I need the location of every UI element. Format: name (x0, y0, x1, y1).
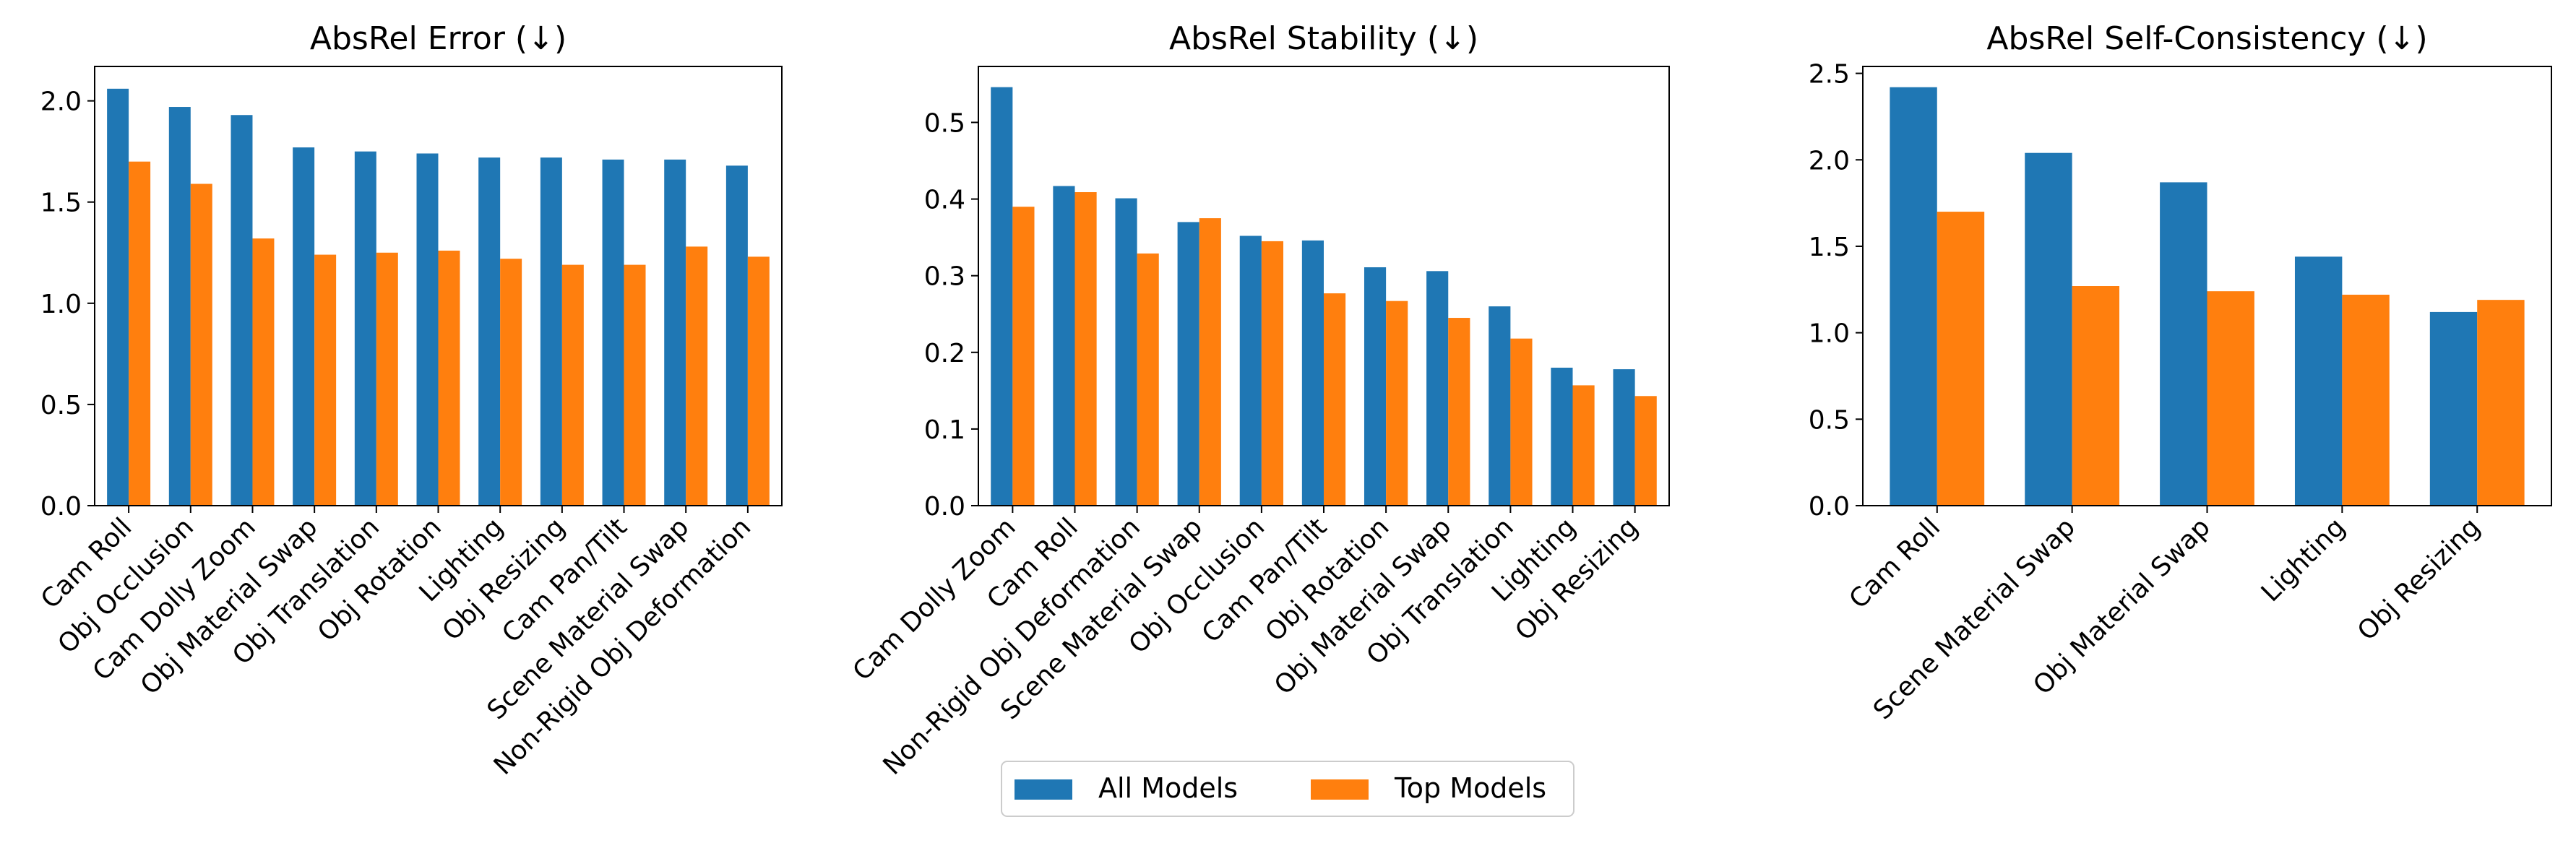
bar-all-models (168, 107, 191, 506)
y-tick-label: 0.1 (924, 415, 965, 445)
bar-all-models (2160, 182, 2207, 506)
plot-frame (1862, 66, 2552, 506)
y-tick-label: 0.5 (924, 108, 965, 138)
bar-top-models (1261, 241, 1284, 506)
bar-top-models (1448, 318, 1470, 506)
legend-frame (1001, 761, 1575, 817)
chart-title: AbsRel Self-Consistency (↓) (1986, 20, 2427, 57)
bar-all-models (1890, 87, 1937, 506)
bar-all-models (1115, 198, 1137, 506)
x-tick-label: Lighting (2256, 512, 2351, 608)
bar-top-models (1137, 253, 1159, 506)
bar-top-models (1572, 385, 1595, 506)
x-tick-label: Non-Rigid Obj Deformation (877, 512, 1146, 781)
y-tick-label: 2.5 (1809, 60, 1850, 90)
bar-all-models (991, 87, 1013, 506)
bar-top-models (190, 183, 212, 506)
bar-all-models (1053, 186, 1075, 506)
y-tick-label: 0.5 (1809, 405, 1850, 435)
bar-top-models (1074, 192, 1097, 506)
bar-all-models (1426, 271, 1449, 506)
bar-top-models (624, 264, 646, 506)
legend-swatch-all-models (1015, 779, 1072, 800)
bar-top-models (438, 250, 460, 506)
bar-all-models (1239, 235, 1262, 506)
bar-top-models (1634, 396, 1657, 506)
bar-all-models (416, 153, 439, 506)
bar-top-models (1510, 338, 1533, 506)
y-tick-label: 0.5 (40, 391, 82, 420)
legend: All Models Top Models (1001, 761, 1575, 817)
bar-all-models (540, 157, 562, 506)
y-tick-label: 0.0 (1809, 492, 1850, 522)
plot-frame (94, 66, 783, 506)
bar-top-models (2207, 291, 2254, 506)
bar-all-models (664, 159, 686, 506)
bar-all-models (107, 88, 129, 506)
bar-top-models (500, 259, 522, 506)
bar-top-models (314, 254, 337, 506)
y-tick-label: 2.0 (1809, 146, 1850, 176)
bar-all-models (478, 157, 501, 506)
y-tick-label: 0.0 (924, 492, 965, 522)
bar-all-models (2025, 152, 2072, 506)
y-tick-label: 1.5 (40, 189, 82, 218)
bar-top-models (1386, 301, 1408, 506)
y-tick-label: 0.3 (924, 262, 965, 292)
bar-all-models (1551, 368, 1573, 506)
legend-swatch-top-models (1311, 779, 1369, 800)
bar-all-models (1489, 306, 1511, 506)
chart-title: AbsRel Error (↓) (310, 20, 567, 57)
y-tick-label: 1.5 (1809, 233, 1850, 262)
bar-all-models (354, 151, 376, 506)
bar-top-models (1937, 212, 1985, 506)
bar-all-models (725, 165, 748, 506)
y-tick-label: 0.2 (924, 339, 965, 368)
bar-top-models (2477, 300, 2525, 506)
y-tick-label: 0.0 (40, 492, 82, 522)
bar-top-models (747, 256, 770, 506)
chart-panel-3: AbsRel Self-Consistency (↓) 0.0 0.5 1.0 1.5 2… (1809, 20, 2552, 725)
bar-all-models (2429, 311, 2478, 506)
bar-all-models (1613, 369, 1635, 506)
bar-top-models (129, 161, 151, 506)
legend-label-all-models: All Models (1098, 772, 1238, 804)
bar-top-models (2342, 294, 2390, 506)
x-tick-label: Obj Resizing (2352, 512, 2486, 647)
bar-top-models (1012, 207, 1035, 506)
y-tick-label: 1.0 (40, 290, 82, 319)
bar-top-models (2072, 286, 2120, 506)
chart-panel-2: AbsRel Stability (↓)0.00.10.20.30.40.5Ca… (848, 20, 1670, 781)
y-tick-label: 0.4 (924, 186, 965, 215)
bar-all-models (602, 159, 624, 506)
x-tick-label: Cam Roll (1844, 512, 1947, 615)
chart-title: AbsRel Stability (↓) (1169, 20, 1478, 57)
bar-top-models (376, 252, 398, 506)
bar-all-models (2294, 256, 2343, 506)
bar-all-models (231, 115, 253, 506)
bar-all-models (293, 147, 315, 506)
bar-top-models (1199, 218, 1221, 506)
bar-top-models (561, 264, 584, 506)
legend-label-top-models: Top Models (1394, 772, 1546, 804)
bar-all-models (1301, 240, 1324, 506)
plot-frame (978, 66, 1670, 506)
bar-top-models (686, 246, 708, 506)
bar-all-models (1177, 222, 1199, 506)
bar-top-models (252, 238, 275, 506)
bar-all-models (1364, 267, 1387, 506)
charts-container: AbsRel Error (↓) 0.0 0.5 1.0 1.5 2.0 Cam Roll O… (35, 20, 2552, 781)
y-tick-label: 2.0 (40, 87, 82, 117)
y-tick-label: 1.0 (1809, 319, 1850, 349)
bar-top-models (1324, 293, 1346, 506)
